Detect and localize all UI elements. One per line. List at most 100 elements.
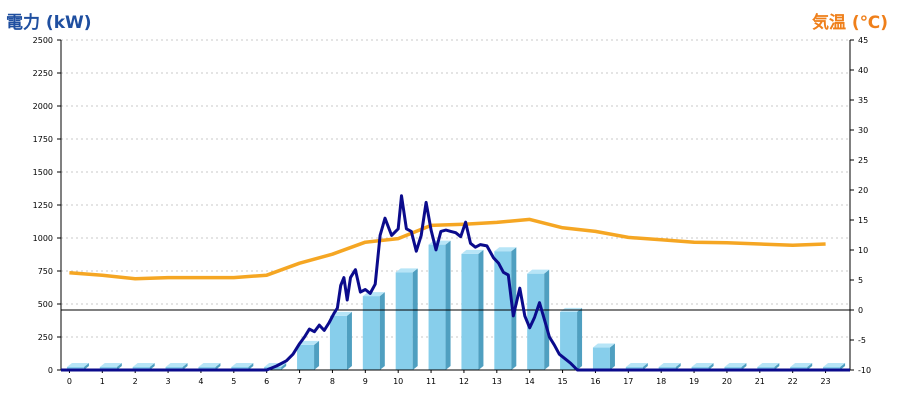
bar-top <box>132 363 155 367</box>
bar-top <box>527 269 550 274</box>
left-tick-label: 1250 <box>33 201 53 210</box>
x-tick-label: 16 <box>590 377 600 386</box>
temperature-line <box>69 217 826 281</box>
x-tick-label: 3 <box>166 377 171 386</box>
right-tick-label: 5 <box>858 276 863 285</box>
bar-side <box>379 292 385 370</box>
left-tick-label: 2000 <box>33 102 53 111</box>
bar-top <box>494 247 517 252</box>
bar <box>428 240 451 370</box>
right-axis-title: 気温 (℃) <box>811 13 888 33</box>
bar-front <box>461 253 479 370</box>
left-tick-label: 1500 <box>33 168 53 177</box>
bar-top <box>231 363 254 367</box>
left-tick-label: 0 <box>48 366 53 375</box>
bar-front <box>329 315 347 370</box>
bar-side <box>215 363 221 370</box>
bar <box>592 343 615 370</box>
bar <box>527 269 550 370</box>
bar-side <box>116 363 122 370</box>
bar-side <box>708 363 714 370</box>
x-tick-label: 15 <box>557 377 567 386</box>
x-tick-label: 10 <box>393 377 403 386</box>
bar-top <box>625 363 648 367</box>
right-tick-label: 15 <box>858 216 868 225</box>
bar-side <box>182 363 188 370</box>
bar-side <box>445 240 451 370</box>
bar-top <box>823 363 846 367</box>
bar-side <box>314 340 320 370</box>
bar-side <box>807 363 813 370</box>
left-tick-label: 500 <box>38 300 53 309</box>
bar <box>560 307 583 370</box>
x-tick-label: 1 <box>100 377 105 386</box>
bar-side <box>281 363 287 370</box>
right-tick-label: 45 <box>858 36 868 45</box>
x-tick-label: 6 <box>264 377 269 386</box>
x-tick-label: 9 <box>363 377 368 386</box>
bar-side <box>774 363 780 370</box>
x-tick-label: 18 <box>656 377 666 386</box>
left-tick-label: 1750 <box>33 135 53 144</box>
bar-top <box>691 363 714 367</box>
bar-top <box>198 363 221 367</box>
bar-front <box>362 296 380 370</box>
x-tick-label: 20 <box>722 377 732 386</box>
left-tick-label: 2500 <box>33 36 53 45</box>
bar <box>395 268 418 370</box>
x-tick-label: 19 <box>689 377 699 386</box>
left-axis-title: 電力 (kW) <box>6 13 92 33</box>
bar-top <box>757 363 780 367</box>
bar-front <box>428 244 446 370</box>
left-tick-label: 1000 <box>33 234 53 243</box>
x-tick-label: 2 <box>133 377 138 386</box>
x-tick-label: 4 <box>198 377 203 386</box>
left-tick-label: 2250 <box>33 69 53 78</box>
x-tick-label: 21 <box>755 377 765 386</box>
x-tick-label: 5 <box>231 377 236 386</box>
x-tick-label: 11 <box>426 377 436 386</box>
right-tick-label: 20 <box>858 186 868 195</box>
bar-side <box>346 311 352 370</box>
right-tick-label: 40 <box>858 66 868 75</box>
right-tick-label: -5 <box>858 336 866 345</box>
bar-side <box>412 268 418 370</box>
bar-side <box>609 343 615 370</box>
bar-side <box>741 363 747 370</box>
bar-top <box>395 268 418 273</box>
x-tick-label: 22 <box>788 377 798 386</box>
bar-top <box>461 249 484 254</box>
bar-side <box>675 363 681 370</box>
bar-front <box>560 311 578 370</box>
bar-top <box>790 363 813 367</box>
bar-front <box>527 273 545 370</box>
bar-front <box>297 344 315 370</box>
bar-front <box>494 251 512 370</box>
bar-top <box>99 363 122 367</box>
x-tick-label: 17 <box>623 377 633 386</box>
right-tick-label: 25 <box>858 156 868 165</box>
bar-side <box>577 307 583 370</box>
bar-top <box>66 363 89 367</box>
bar-side <box>248 363 254 370</box>
bar-side <box>840 363 846 370</box>
bar-side <box>83 363 89 370</box>
bar <box>329 311 352 370</box>
bar <box>297 340 320 370</box>
bar-front <box>395 272 413 370</box>
x-tick-label: 23 <box>820 377 830 386</box>
x-tick-label: 8 <box>330 377 335 386</box>
right-tick-label: -10 <box>858 366 871 375</box>
right-tick-label: 30 <box>858 126 868 135</box>
bar-top <box>724 363 747 367</box>
right-tick-label: 0 <box>858 306 863 315</box>
bar-side <box>642 363 648 370</box>
bar <box>362 292 385 370</box>
x-tick-label: 12 <box>459 377 469 386</box>
right-tick-label: 10 <box>858 246 868 255</box>
bar-top <box>165 363 188 367</box>
x-tick-label: 0 <box>67 377 72 386</box>
x-tick-label: 14 <box>525 377 535 386</box>
bar-top <box>658 363 681 367</box>
x-tick-label: 13 <box>492 377 502 386</box>
